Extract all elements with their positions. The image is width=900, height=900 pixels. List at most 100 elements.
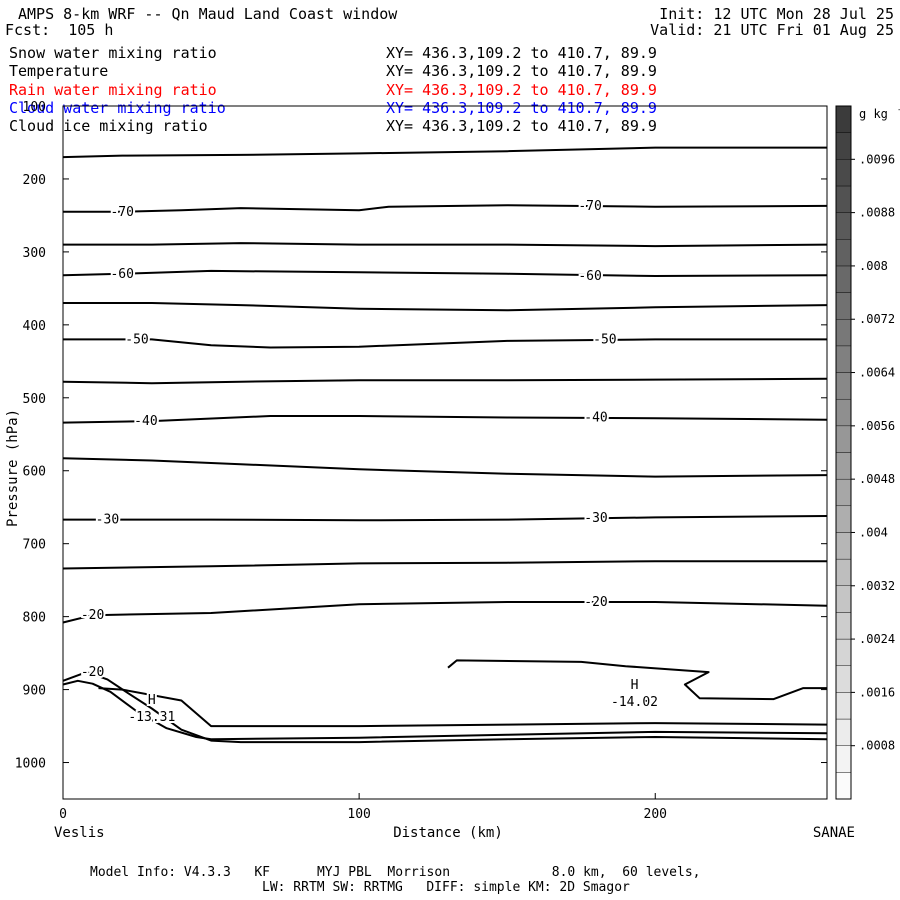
y-tick-label: 400 [23,319,46,334]
colorbar-swatch [835,159,852,187]
colorbar-tick-label: .008 [859,259,888,273]
colorbar-swatch [835,212,852,240]
y-tick-label: 500 [23,392,46,407]
isotherm-line [62,671,828,744]
isotherm-line [62,601,828,624]
colorbar-swatch [835,638,852,666]
field-xy: XY= 436.3,109.2 to 410.7, 89.9 [386,99,657,117]
colorbar-unit-exponent: -1 [897,105,900,114]
colorbar-swatch [835,692,852,720]
isotherm-line [62,377,828,385]
colorbar-swatch [835,532,852,560]
colorbar-swatch [835,505,852,533]
isotherm-line [62,560,827,570]
high-marker: H [148,693,156,708]
colorbar-swatch [835,239,852,267]
colorbar-swatch [835,718,852,746]
isotherm-line [63,338,827,349]
physics-info: LW: RRTM SW: RRTMG DIFF: simple KM: 2D S… [262,880,630,895]
contour-label: -60 [110,267,133,282]
x-endpoint-right-label: SANAE [813,825,855,841]
colorbar-swatch [835,425,852,453]
field-xy: XY= 436.3,109.2 to 410.7, 89.9 [386,44,657,62]
x-endpoint-left-label: Veslis [54,825,105,841]
chart-title: AMPS 8-km WRF -- Qn Maud Land Coast wind… [18,5,398,23]
field-name: Temperature [9,62,109,80]
colorbar-swatch [835,585,852,613]
isotherm-line [63,515,828,522]
colorbar-swatch [835,558,852,586]
extremum-value: -13.31 [128,710,175,725]
y-tick-label: 600 [23,465,46,480]
contour-label: -40 [584,410,607,425]
field-name: Rain water mixing ratio [9,81,217,99]
colorbar-tick-label: .0016 [859,685,895,699]
forecast-hour: Fcst: 105 h [5,21,114,39]
y-tick-label: 300 [23,246,46,261]
valid-time: Valid: 21 UTC Fri 01 Aug 25 [650,21,894,39]
colorbar-swatch [835,345,852,373]
y-tick-label: 100 [23,100,46,115]
colorbar-tick-label: .0008 [859,739,895,753]
colorbar-tick-label: .0064 [859,366,895,380]
contour-label: -60 [578,269,601,284]
colorbar-swatch [835,185,852,213]
isotherm-line [62,146,827,159]
colorbar-swatch [835,372,852,400]
colorbar-tick-label: .0032 [859,579,895,593]
init-time: Init: 12 UTC Mon 28 Jul 25 [659,5,894,23]
colorbar-unit-label: g kg [859,107,888,121]
field-name: Snow water mixing ratio [9,44,217,62]
colorbar-swatch [835,478,852,506]
isotherm-line [62,457,828,478]
x-tick-label: 200 [644,807,667,822]
isotherm-line [62,269,828,277]
isotherm-line [62,679,828,741]
field-name: Cloud water mixing ratio [9,99,226,117]
colorbar-swatch [835,612,852,640]
colorbar-tick-label: .0096 [859,152,895,166]
isotherm-line [98,687,828,728]
contour-label: -40 [134,414,157,429]
y-tick-label: 1000 [15,757,46,772]
contour-label: -30 [584,511,607,526]
contour-label: -70 [578,199,601,214]
colorbar-swatch [835,772,852,800]
colorbar-swatch [835,265,852,293]
model-info: Model Info: V4.3.3 KF MYJ PBL Morrison 8… [90,865,701,880]
isotherm-line [63,302,828,312]
isotherm-line [62,415,828,424]
extremum-value: -14.02 [611,695,658,710]
contour-label: -50 [593,332,616,347]
y-axis-title: Pressure (hPa) [5,409,21,527]
contour-label: -20 [81,665,104,680]
colorbar-tick-label: .0072 [859,312,895,326]
colorbar-tick-label: .004 [859,525,888,539]
colorbar-swatch [835,292,852,320]
isotherm-line [447,659,827,701]
field-name: Cloud ice mixing ratio [9,117,208,135]
y-tick-label: 800 [23,611,46,626]
contour-label: -70 [110,205,133,220]
isotherm-line [63,204,828,213]
field-xy: XY= 436.3,109.2 to 410.7, 89.9 [386,62,657,80]
contour-label: -30 [96,513,119,528]
colorbar-swatch [835,745,852,773]
x-tick-label: 0 [59,807,67,822]
colorbar-swatch [835,452,852,480]
y-tick-label: 200 [23,173,46,188]
colorbar-swatch [835,319,852,347]
colorbar-tick-label: .0048 [859,472,895,486]
colorbar-tick-label: .0088 [859,206,895,220]
y-tick-label: 900 [23,684,46,699]
colorbar-frame [835,105,852,800]
x-axis-title: Distance (km) [393,825,503,841]
field-xy: XY= 436.3,109.2 to 410.7, 89.9 [386,81,657,99]
plot-frame [62,105,828,800]
contour-label: -20 [584,595,607,610]
contour-label: -20 [81,608,104,623]
x-tick-label: 100 [347,807,370,822]
field-xy: XY= 436.3,109.2 to 410.7, 89.9 [386,117,657,135]
